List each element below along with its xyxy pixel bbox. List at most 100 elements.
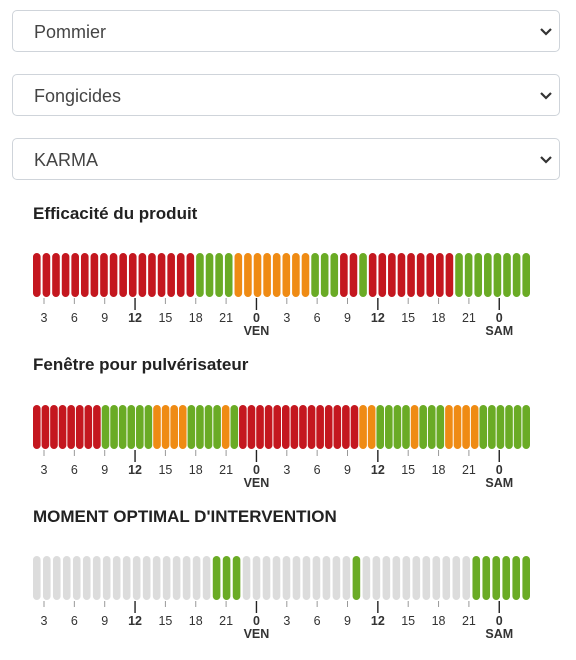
- hour-bar: [52, 556, 61, 600]
- hour-bar: [479, 405, 488, 449]
- hour-bar: [215, 253, 223, 297]
- hour-tick-label: 21: [462, 463, 476, 477]
- hour-bar: [455, 253, 463, 297]
- hour-bar: [67, 405, 75, 449]
- hour-bar: [462, 556, 471, 600]
- hour-bar: [33, 405, 41, 449]
- hour-bar: [41, 405, 50, 449]
- hour-bar: [307, 405, 316, 449]
- hour-bar: [496, 405, 505, 449]
- hour-bar: [301, 253, 310, 297]
- hour-bar: [426, 253, 435, 297]
- hour-bar: [453, 405, 462, 449]
- hour-bar: [412, 556, 421, 600]
- category-select-value: Fongicides: [34, 86, 122, 106]
- hour-bar: [92, 556, 101, 600]
- hour-tick-label: 18: [432, 463, 446, 477]
- hour-bar: [372, 556, 381, 600]
- hour-bar: [442, 556, 451, 600]
- hour-bar: [80, 253, 89, 297]
- hour-bar: [445, 405, 453, 449]
- chevron-down-icon: [540, 28, 552, 36]
- hour-tick-label: 0: [496, 463, 503, 477]
- hour-bar: [157, 253, 166, 297]
- hour-bar: [505, 405, 513, 449]
- hour-bar: [224, 253, 233, 297]
- hour-bar: [359, 405, 367, 449]
- hour-bar: [75, 405, 84, 449]
- hour-bar: [161, 405, 170, 449]
- category-select[interactable]: Fongicides: [12, 74, 560, 116]
- hour-tick-label: 3: [41, 463, 48, 477]
- crop-select-value: Pommier: [34, 22, 107, 42]
- hour-bar: [407, 253, 415, 297]
- hour-bar: [340, 253, 348, 297]
- hour-bar: [52, 253, 60, 297]
- hour-bar: [71, 253, 79, 297]
- hour-tick-label: 21: [219, 614, 233, 628]
- hour-tick-label: 0: [496, 614, 503, 628]
- hour-bar: [62, 556, 71, 600]
- hour-bar: [472, 556, 481, 600]
- hour-tick-label: 3: [283, 614, 290, 628]
- hour-tick-label: 15: [401, 463, 415, 477]
- hour-bar: [493, 253, 502, 297]
- hour-bar: [462, 405, 470, 449]
- hour-bar: [187, 405, 196, 449]
- hour-bar: [33, 253, 41, 297]
- hour-bar: [244, 253, 252, 297]
- hour-bar: [90, 253, 99, 297]
- hour-tick-label: 15: [158, 311, 172, 325]
- hour-bar: [349, 253, 358, 297]
- hour-tick-label: 9: [101, 311, 108, 325]
- hour-bar: [148, 253, 156, 297]
- hour-tick-label: 0: [253, 311, 260, 325]
- hour-bar: [252, 556, 261, 600]
- hour-tick-label: 6: [314, 463, 321, 477]
- hour-bar: [58, 405, 67, 449]
- product-select[interactable]: KARMA: [12, 138, 560, 180]
- hour-bar: [474, 253, 483, 297]
- crop-select[interactable]: Pommier: [12, 10, 560, 52]
- hour-bar: [350, 405, 359, 449]
- hour-bar: [427, 405, 436, 449]
- chevron-down-icon: [540, 92, 552, 100]
- hour-tick-label: 6: [314, 311, 321, 325]
- efficacy-heading: Efficacité du produit: [33, 204, 198, 223]
- hour-bar: [484, 253, 492, 297]
- hour-bar: [172, 556, 181, 600]
- hour-bar: [176, 253, 185, 297]
- hour-bar: [482, 556, 491, 600]
- hour-bar: [290, 405, 299, 449]
- hour-tick-label: 18: [189, 311, 203, 325]
- hour-tick-label: 18: [432, 614, 446, 628]
- hour-bar: [324, 405, 333, 449]
- day-label: VEN: [244, 627, 270, 641]
- hour-bar: [422, 556, 431, 600]
- hour-bar: [242, 556, 251, 600]
- hour-bar: [512, 556, 521, 600]
- day-label: SAM: [485, 627, 513, 641]
- hour-bar: [488, 405, 496, 449]
- hour-bar: [292, 556, 301, 600]
- hour-tick-label: 18: [189, 463, 203, 477]
- hour-bar: [392, 556, 401, 600]
- hour-bar: [272, 253, 281, 297]
- hour-bar: [410, 405, 419, 449]
- hour-tick-label: 15: [401, 614, 415, 628]
- hour-bar: [230, 405, 239, 449]
- hour-bar: [50, 405, 58, 449]
- hour-bar: [385, 405, 393, 449]
- hour-tick-label: 3: [41, 614, 48, 628]
- hour-bar: [299, 405, 307, 449]
- hour-bar: [282, 556, 291, 600]
- hour-bar: [93, 405, 101, 449]
- hour-bar: [322, 556, 331, 600]
- hour-bar: [281, 405, 290, 449]
- hour-tick-label: 0: [496, 311, 503, 325]
- hour-bar: [167, 253, 175, 297]
- hour-bar: [110, 405, 118, 449]
- hour-tick-label: 0: [253, 614, 260, 628]
- hour-bar: [118, 405, 127, 449]
